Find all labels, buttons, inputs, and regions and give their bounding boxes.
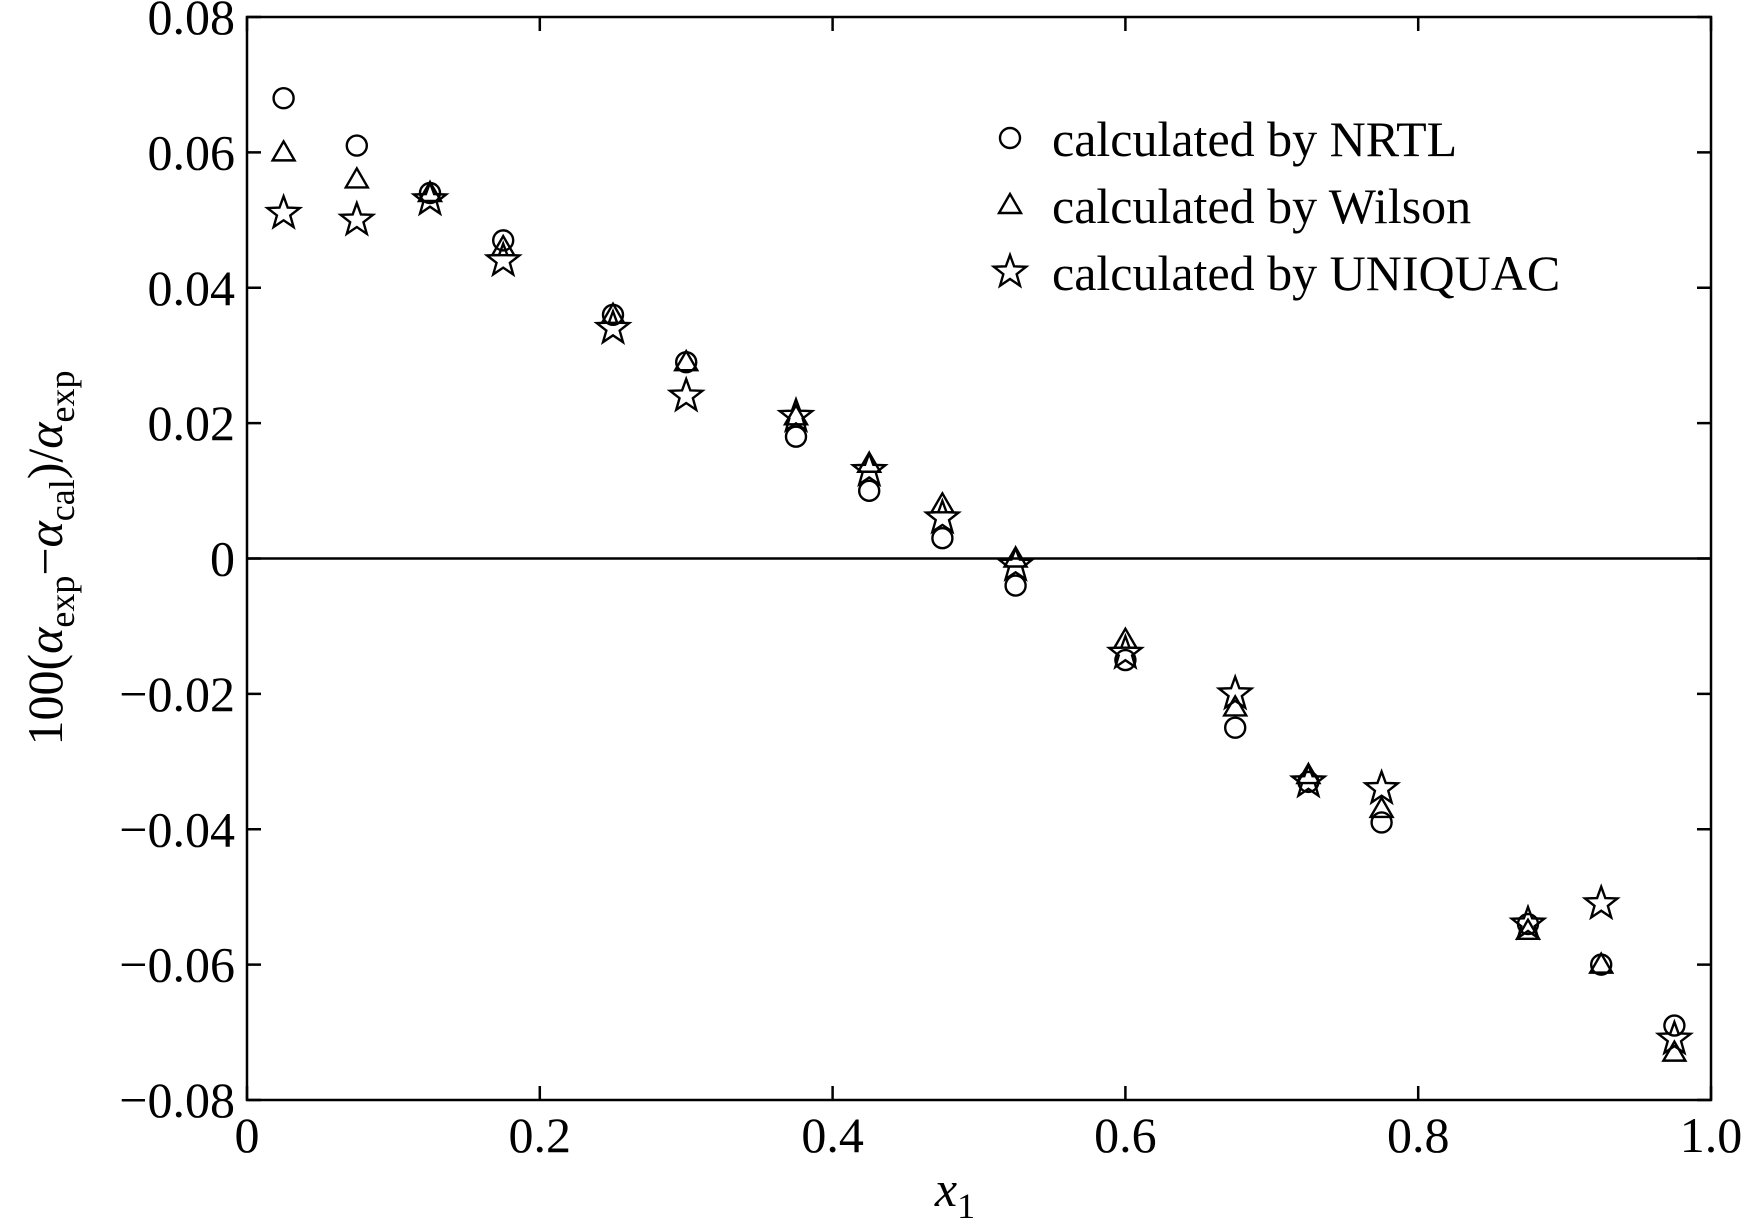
data-point-star — [922, 497, 962, 535]
data-point-circle — [1223, 716, 1247, 739]
data-point-triangle — [1368, 795, 1395, 819]
legend-label: calculated by NRTL — [1052, 111, 1457, 167]
data-point-triangle — [1514, 917, 1542, 940]
series-star — [264, 179, 1694, 1056]
data-point-triangle — [270, 138, 297, 162]
data-point-triangle — [490, 233, 517, 257]
y-axis-title-alpha-3: α — [17, 421, 73, 449]
data-point-star — [1581, 883, 1621, 921]
legend-label: calculated by Wilson — [1052, 178, 1471, 234]
data-point-circle — [784, 425, 808, 448]
data-point-star — [410, 179, 450, 217]
data-point-circle — [931, 526, 954, 550]
data-point-star — [264, 192, 304, 230]
data-point-triangle — [1002, 545, 1029, 568]
legend-marker-triangle — [996, 191, 1024, 215]
data-point-star — [776, 395, 816, 433]
data-point-star — [1288, 761, 1328, 799]
data-point-circle — [1663, 1014, 1686, 1037]
legend-marker-star — [990, 251, 1030, 289]
data-point-triangle — [599, 301, 627, 325]
y-tick-label: −0.06 — [119, 937, 235, 993]
y-tick-label: −0.02 — [119, 666, 235, 722]
data-point-star — [1215, 673, 1255, 711]
data-point-triangle — [1112, 626, 1139, 649]
data-point-circle — [345, 134, 368, 157]
data-point-circle — [492, 229, 515, 252]
data-point-star — [1508, 903, 1548, 941]
data-point-triangle — [673, 348, 700, 372]
legend-label: calculated by UNIQUAC — [1052, 245, 1560, 301]
y-axis-title-sub-3: exp — [42, 370, 82, 422]
y-axis-title-alpha-2: α — [17, 519, 73, 547]
y-tick-label: 0 — [210, 531, 235, 587]
data-point-circle — [272, 87, 295, 110]
data-point-triangle — [1588, 951, 1615, 974]
x-tick-label: 0.8 — [1387, 1107, 1450, 1163]
y-axis-title-sub-1: exp — [42, 576, 82, 628]
data-point-star — [1105, 632, 1145, 670]
y-axis-title-minus: − — [17, 547, 73, 575]
x-axis-title-sub: 1 — [957, 1186, 975, 1223]
data-point-triangle — [929, 490, 956, 514]
y-tick-label: 0.04 — [148, 260, 236, 316]
data-point-star — [1654, 1018, 1694, 1056]
series-circle — [272, 87, 1686, 1037]
data-point-triangle — [343, 166, 370, 189]
legend-marker-circle — [998, 126, 1022, 150]
data-point-triangle — [1295, 761, 1322, 785]
y-tick-label: 0.06 — [148, 124, 236, 180]
y-tick-label: −0.08 — [119, 1072, 235, 1128]
x-tick-label: 1.0 — [1680, 1107, 1743, 1163]
points-layer — [264, 87, 1694, 1062]
data-point-circle — [1370, 811, 1393, 834]
data-point-triangle — [856, 450, 883, 473]
data-point-circle — [858, 479, 881, 503]
y-axis-title-prefix: 100( — [17, 654, 73, 746]
x-tick-label: 0.4 — [801, 1107, 864, 1163]
data-point-triangle — [416, 179, 444, 203]
y-axis-title: 100(αexp−αcal)/αexp — [17, 370, 82, 745]
data-point-star — [849, 449, 889, 488]
x-tick-label: 0.2 — [509, 1107, 572, 1163]
x-tick-label: 0.6 — [1094, 1107, 1157, 1163]
data-point-star — [666, 375, 706, 413]
ticks-layer: 0 0.2 0.4 0.6 0.8 1.0 0.08 0.06 0.04 0.02 0 −0.02 −0… — [119, 0, 1742, 1163]
y-tick-label: −0.04 — [119, 801, 235, 857]
data-point-star — [483, 240, 523, 278]
data-point-star — [1362, 768, 1402, 806]
y-tick-label: 0.08 — [148, 0, 236, 45]
x-tick-label: 0 — [235, 1107, 260, 1163]
y-axis-title-alpha-1: α — [17, 626, 73, 654]
data-point-circle — [1004, 574, 1027, 597]
legend: calculated by NRTL calculated by Wilson ca… — [990, 111, 1560, 301]
data-point-star — [337, 199, 377, 237]
data-point-circle — [1114, 648, 1137, 672]
y-axis-title-close: )/ — [17, 449, 73, 480]
data-point-star — [996, 544, 1036, 582]
y-tick-label: 0.02 — [148, 395, 236, 451]
y-axis-title-sub-2: cal — [42, 479, 82, 521]
data-point-star — [593, 307, 633, 345]
x-axis-title: x1 — [934, 1161, 975, 1223]
x-axis-title-base: x — [934, 1161, 957, 1217]
